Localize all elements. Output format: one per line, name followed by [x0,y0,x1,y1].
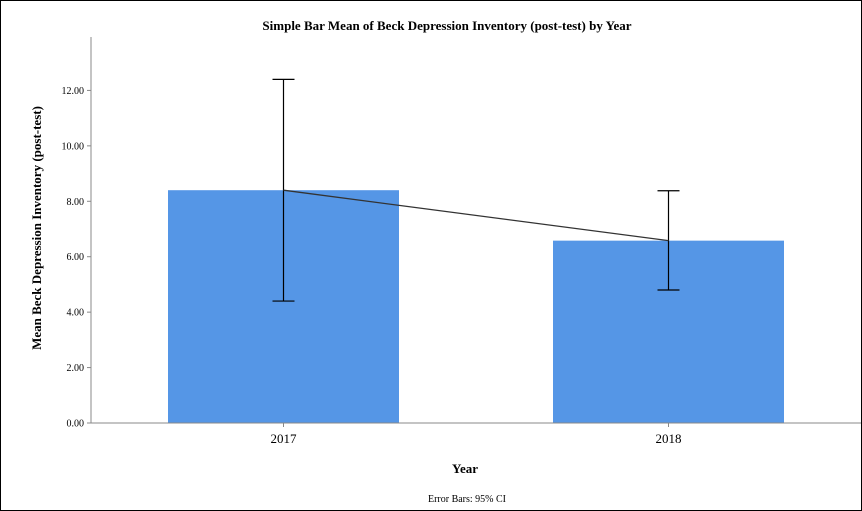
y-tick-label: 8.00 [67,197,85,208]
x-axis-title: Year [452,461,478,476]
y-tick-label: 0.00 [67,419,85,430]
mean-connecting-line [283,189,669,242]
x-tick-labels: 2017 2018 [271,423,682,446]
y-tick-label: 2.00 [67,363,85,374]
y-tick-label: 12.00 [62,86,85,97]
y-tick-label: 6.00 [67,252,85,263]
y-tick-label: 10.00 [62,141,85,152]
x-tick-label: 2017 [271,431,298,446]
y-axis-title: Mean Beck Depression Inventory (post-tes… [29,106,44,350]
bars-group [168,190,784,423]
y-tick-labels: 0.00 2.00 4.00 6.00 8.00 10.00 12.00 [62,86,91,430]
x-tick-label: 2018 [656,431,682,446]
connecting-line-group [283,189,669,242]
chart-title: Simple Bar Mean of Beck Depression Inven… [262,18,631,33]
error-bars-note: Error Bars: 95% CI [428,494,506,505]
y-tick-label: 4.00 [67,308,85,319]
